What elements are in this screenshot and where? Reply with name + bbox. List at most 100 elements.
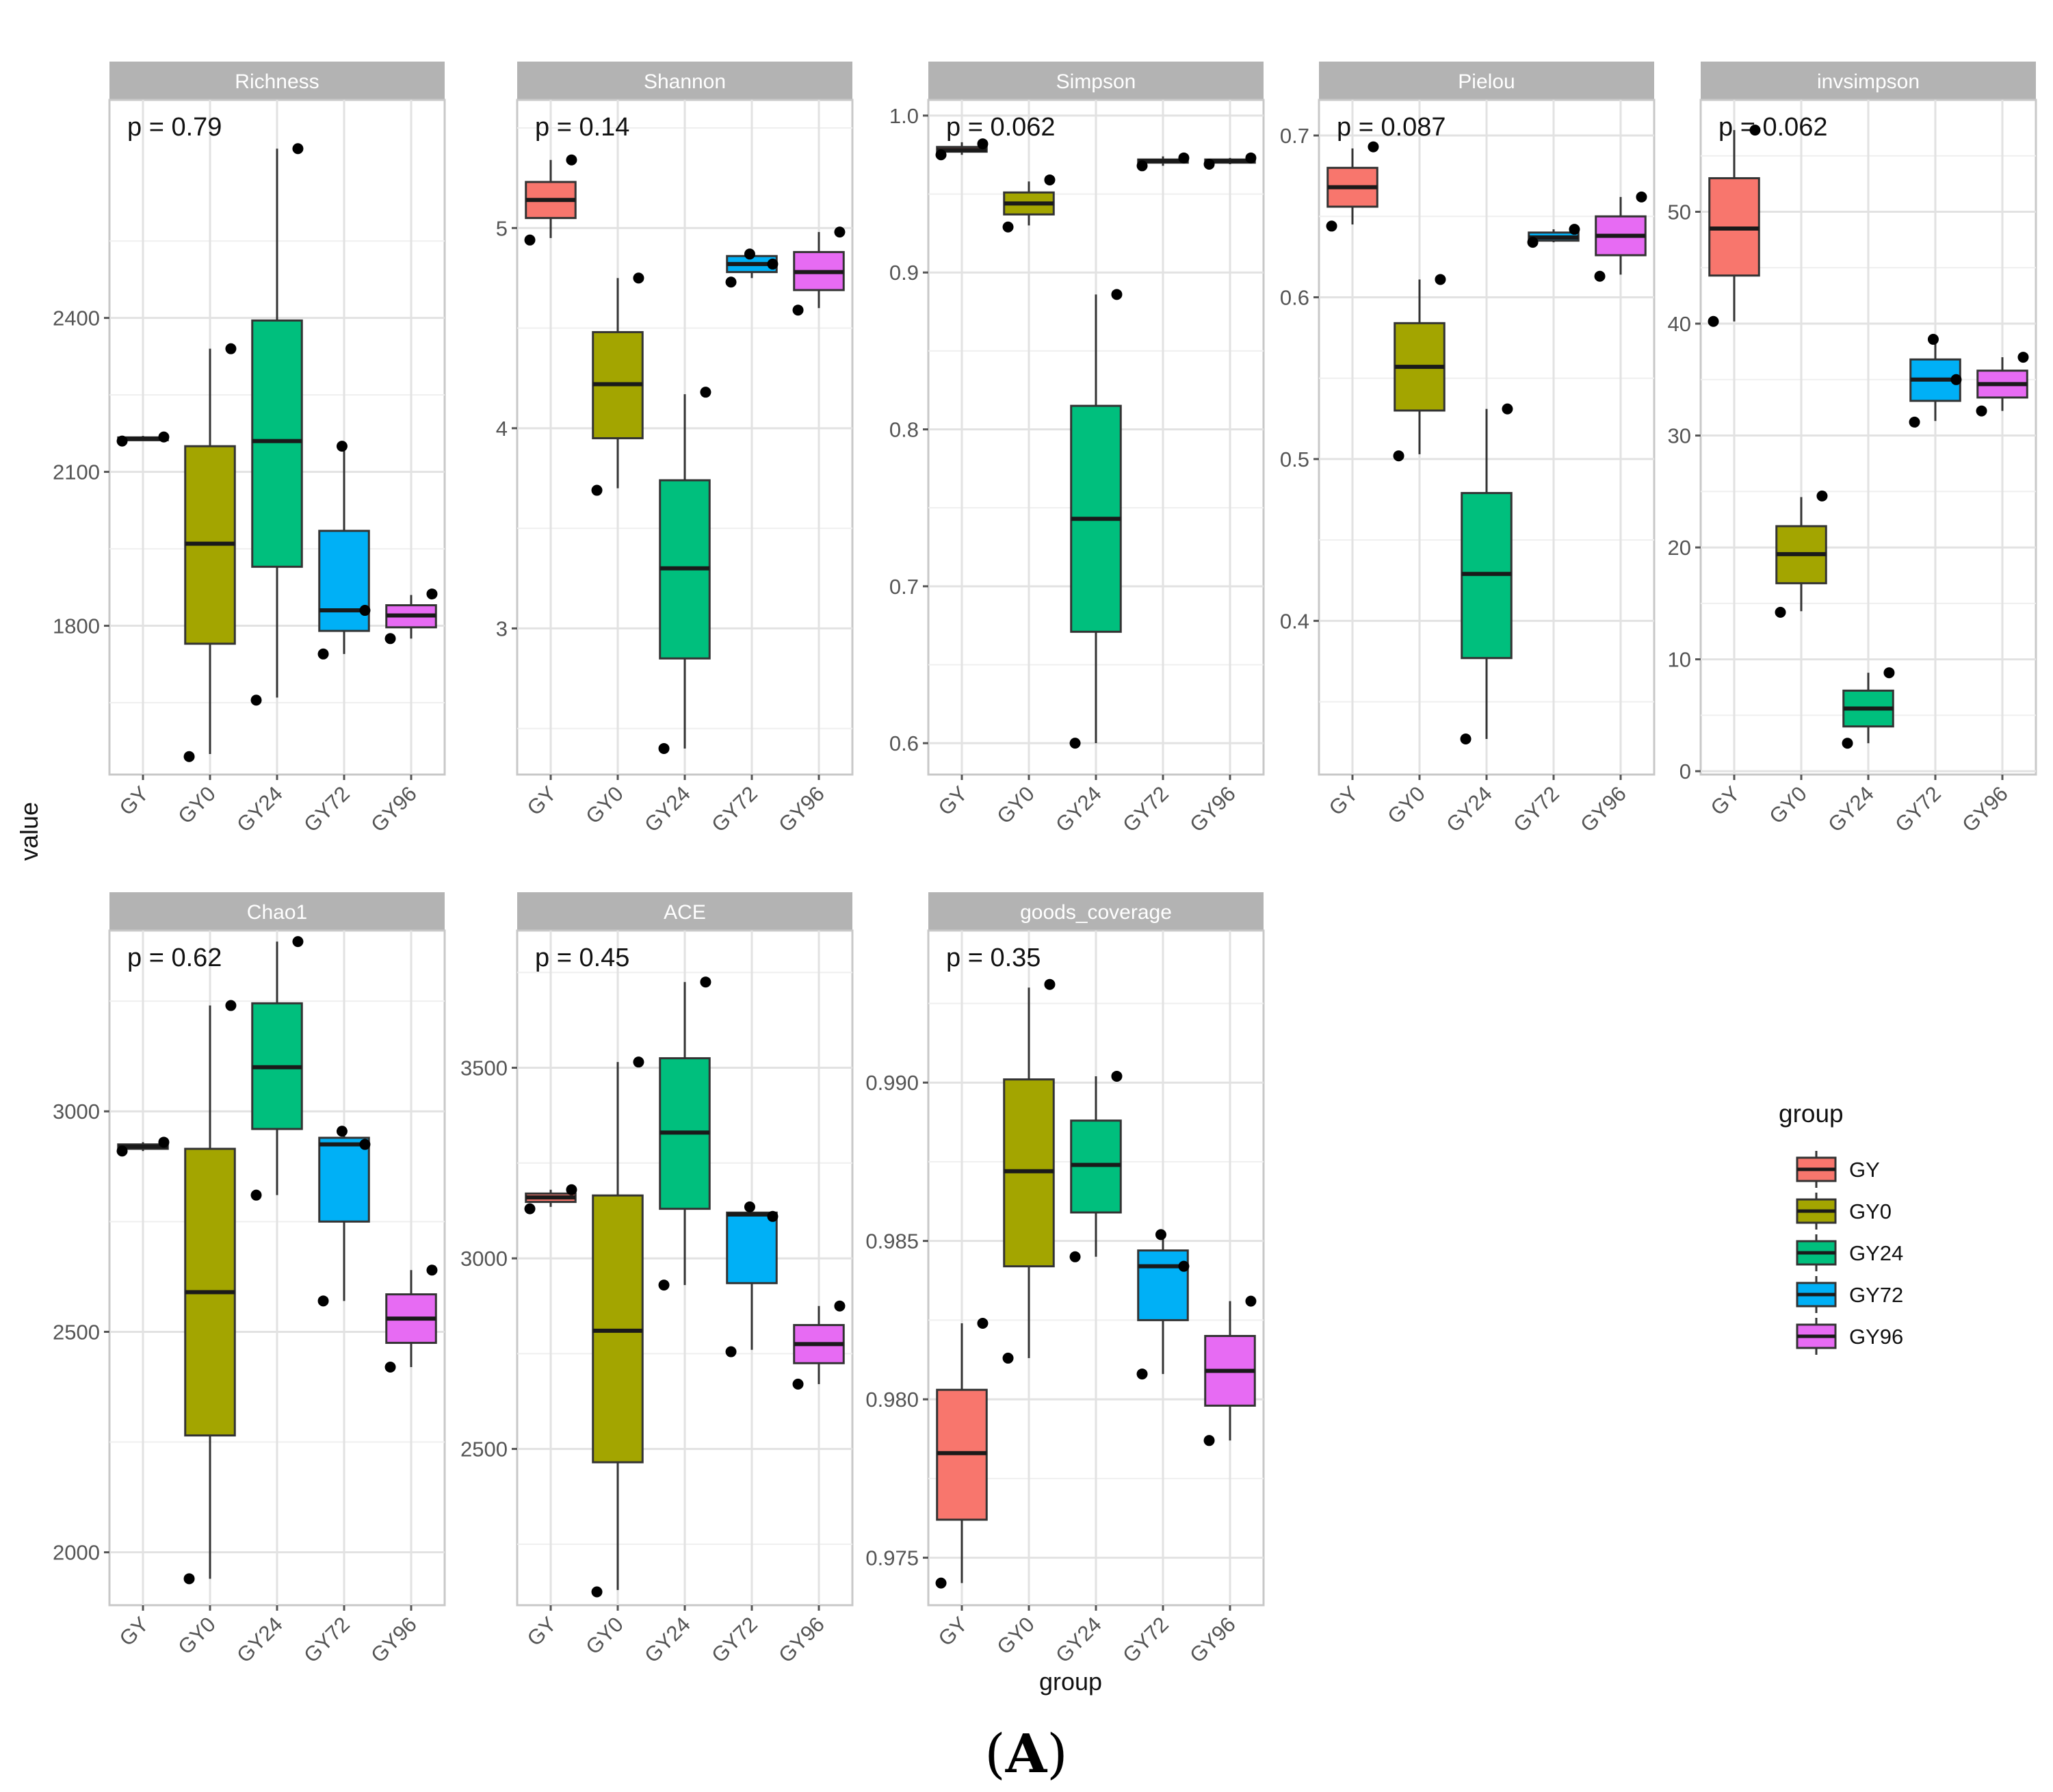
y-tick-label: 0.8 [889,418,919,442]
data-point [1883,667,1895,679]
data-point [250,694,262,706]
data-point [744,1201,755,1212]
facet-goods-coverage: goods_coverage 0.975 0.980 0.985 0.990 p = 0.… [865,892,1265,1667]
p-value-invsimpson: p = 0.062 [1718,113,1828,142]
data-point [1203,159,1215,170]
data-point [1002,1352,1014,1364]
strip-pielou [1319,62,1654,100]
box-chao1-gy72 [317,1126,371,1307]
data-point [426,588,438,600]
y-tick-label: 2000 [53,1541,100,1565]
data-point [250,1189,262,1201]
figure-caption: (A) [984,1723,1067,1785]
strip-goods-coverage [928,892,1264,931]
data-point [935,149,947,161]
data-point [1569,224,1580,235]
p-value-simpson: p = 0.062 [946,113,1056,142]
box-body [726,1211,778,1284]
x-tick-label-gy24: GY24 [1051,1612,1106,1667]
facet-shannon: Shannon 3 4 5 p = 0.14 GY GY0 GY24 GY72 GY96 [496,62,854,837]
data-point [1594,270,1606,282]
x-tick-label-gy: GY [523,781,561,820]
x-tick-label-gy: GY [1706,781,1744,820]
x-tick-label-gy96: GY96 [774,1612,829,1667]
p-value-ace: p = 0.45 [535,944,629,972]
data-point [792,304,804,316]
x-tick-label-gy0: GY0 [1383,781,1430,829]
data-point [767,258,779,270]
y-tick-label: 0.9 [889,261,919,285]
data-point [1136,160,1148,172]
y-tick-label: 3000 [53,1100,100,1124]
data-point [566,154,577,166]
y-tick-label: 1800 [53,614,100,638]
box-pielou-gy0 [1393,274,1446,462]
data-point [384,633,396,645]
box-body [318,530,370,632]
strip-richness [109,62,445,100]
x-tick-label-gy96: GY96 [1185,1612,1240,1667]
x-tick-label-gy: GY [934,781,972,820]
data-point [977,138,989,150]
caption-letter: A [1005,1723,1048,1785]
box-richness-gy24 [250,143,304,706]
legend-item-gy24: GY24 [1796,1234,1903,1271]
strip-title-invsimpson: invsimpson [1817,70,1920,93]
box-chao1-gy [116,1137,170,1157]
box-shannon-gy0 [591,272,644,496]
data-point [1111,1070,1123,1082]
data-point [183,751,195,762]
y-tick-label: 0.5 [1280,447,1309,471]
y-tick-label: 5 [496,216,508,240]
data-point [1460,733,1472,744]
data-point [1976,405,1987,417]
facet-chao1: Chao1 2000 2500 3000 p = 0.62 GY GY0 GY24 GY72 GY… [53,892,446,1667]
x-tick-label-gy96: GY96 [774,781,829,837]
data-point [2017,352,2029,363]
y-tick-label: 0.7 [1280,124,1309,148]
y-tick-label: 0.990 [865,1071,919,1095]
legend-label-gy96: GY96 [1849,1325,1903,1349]
p-value-chao1: p = 0.62 [127,944,222,972]
box-goods-coverage-gy72 [1136,1229,1190,1380]
data-point [1950,374,1962,385]
legend-item-gy0: GY0 [1796,1193,1892,1230]
x-tick-label-gy72: GY72 [299,1612,354,1667]
box-ace-gy96 [792,1300,846,1390]
x-tick-label-gy72: GY72 [1118,1612,1173,1667]
data-point [158,1137,170,1148]
legend-item-gy96: GY96 [1796,1318,1903,1355]
facet-richness: Richness 1800 2100 2400 p = 0.79 GY GY0 GY24 GY7… [53,62,446,837]
y-tick-label: 10 [1668,648,1691,672]
box-goods-coverage-gy24 [1069,1070,1123,1262]
x-tick-label-gy24: GY24 [1051,781,1106,837]
p-value-goods-coverage: p = 0.35 [946,944,1041,972]
y-tick-label: 3 [496,616,508,640]
data-point [1044,978,1056,990]
y-tick-label: 2100 [53,460,100,484]
data-point [834,226,846,238]
data-point [725,1346,737,1358]
box-chao1-gy96 [384,1264,438,1373]
strip-title-simpson: Simpson [1056,70,1136,93]
legend-label-gy24: GY24 [1849,1241,1903,1265]
x-tick-label-gy: GY [115,781,153,820]
data-point [1111,289,1123,300]
data-point [336,441,348,452]
box-goods-coverage-gy [935,1318,989,1589]
x-tick-label-gy96: GY96 [1575,781,1631,837]
x-tick-label-gy72: GY72 [1890,781,1946,837]
x-tick-label-gy0: GY0 [173,781,220,829]
x-tick-label-gy0: GY0 [1764,781,1812,829]
box-simpson-gy [935,138,989,161]
y-tick-label: 0.985 [865,1230,919,1254]
data-point [1842,738,1853,749]
data-point [1636,191,1647,203]
data-point [426,1264,438,1276]
data-point [225,1000,237,1011]
y-tick-label: 2500 [460,1438,508,1462]
y-tick-label: 1.0 [889,104,919,128]
x-tick-label-gy0: GY0 [581,781,628,829]
data-point [1816,490,1828,502]
data-point [336,1126,348,1137]
